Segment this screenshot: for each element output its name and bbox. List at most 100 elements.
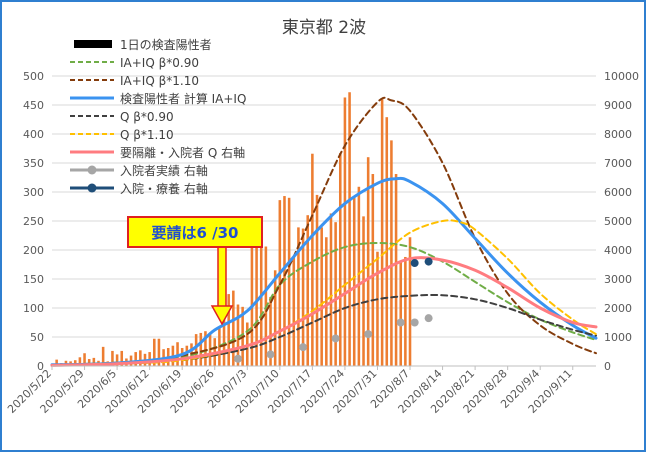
series-point: [424, 314, 433, 323]
series-point: [410, 259, 419, 268]
bar: [380, 98, 384, 366]
series-point: [424, 257, 433, 266]
series-point: [364, 330, 373, 339]
series-line: [51, 241, 597, 366]
y-left-tick-label: 500: [23, 70, 44, 83]
bar: [404, 256, 407, 366]
bar: [366, 157, 370, 366]
bar: [371, 174, 375, 366]
legend-label: Q β*0.90: [120, 110, 174, 124]
legend-label: 入院者実績 右軸: [120, 163, 208, 178]
bar: [329, 213, 333, 366]
annotation-callout: 要請は6 /30: [127, 216, 263, 248]
y-left-tick-label: 400: [23, 128, 44, 141]
legend-label: IA+IQ β*0.90: [120, 56, 199, 70]
y-right-tick-label: 5000: [604, 215, 632, 228]
y-left-tick-label: 100: [23, 302, 44, 315]
legend-item: IA+IQ β*1.10: [70, 74, 199, 88]
legend: 1日の検査陽性者 IA+IQ β*0.90 IA+IQ β*1.10 検査陽性者 計算…: [70, 38, 246, 196]
y-left-tick-label: 300: [23, 186, 44, 199]
bar: [408, 237, 412, 366]
y-right-tick-label: 3000: [604, 273, 632, 286]
bar: [320, 227, 323, 366]
legend-label: 入院・療養 右軸: [120, 181, 208, 196]
legend-label: Q β*1.10: [120, 128, 174, 142]
legend-marker: [87, 183, 97, 193]
bar: [92, 357, 96, 366]
series-point: [396, 318, 405, 327]
legend-swatch: [74, 40, 112, 48]
legend-label: 検査陽性者 計算 IA+IQ: [120, 91, 246, 106]
line-series: [50, 96, 598, 367]
y-left-tick-label: 150: [23, 273, 44, 286]
bar: [394, 174, 398, 366]
series-point: [331, 334, 340, 343]
bar: [157, 338, 161, 366]
bar: [194, 334, 198, 366]
legend-label: IA+IQ β*1.10: [120, 74, 199, 88]
y-right-tick-label: 2000: [604, 302, 632, 315]
legend-item: IA+IQ β*0.90: [70, 56, 199, 70]
legend-marker: [87, 165, 97, 175]
bar: [297, 227, 300, 366]
bar: [218, 327, 221, 366]
bar: [301, 228, 305, 366]
bar: [111, 350, 114, 366]
bar: [250, 236, 254, 366]
y-right-tick-label: 0: [604, 360, 611, 373]
y-right-tick-label: 10000: [604, 70, 639, 83]
bar: [204, 331, 207, 366]
legend-label: 1日の検査陽性者: [120, 38, 212, 52]
bar: [399, 261, 402, 366]
series-point: [410, 318, 419, 327]
bar: [101, 346, 105, 366]
series-line: [50, 256, 598, 367]
legend-item: 要隔離・入院者 Q 右軸: [70, 145, 245, 160]
y-left-tick-label: 350: [23, 157, 44, 170]
bar: [222, 303, 226, 366]
legend-item: 1日の検査陽性者: [74, 38, 212, 52]
y-right-tick-label: 7000: [604, 157, 632, 170]
chart-title: 東京都 2波: [282, 18, 366, 38]
bar: [357, 186, 361, 366]
y-left-tick-label: 50: [30, 331, 44, 344]
bar: [306, 215, 310, 366]
bar: [78, 357, 82, 366]
bar: [55, 359, 58, 366]
bar: [292, 256, 296, 366]
bar: [176, 342, 179, 366]
bar: [236, 304, 240, 366]
legend-item: Q β*1.10: [70, 128, 174, 142]
series-point: [266, 350, 275, 359]
y-right-tick-label: 6000: [604, 186, 632, 199]
bar: [139, 350, 142, 366]
bar: [362, 216, 365, 366]
bar: [390, 140, 393, 366]
bar: [385, 117, 389, 367]
bar: [348, 92, 351, 367]
y-right-tick-label: 9000: [604, 99, 632, 112]
bar: [315, 194, 319, 366]
y-right-tick-label: 8000: [604, 128, 632, 141]
legend-item: 検査陽性者 計算 IA+IQ: [70, 91, 246, 106]
y-left-tick-label: 450: [23, 99, 44, 112]
y-right-tick-label: 1000: [604, 331, 632, 344]
bar: [83, 353, 86, 366]
series-point: [233, 354, 242, 363]
legend-item: 入院者実績 右軸: [70, 163, 208, 178]
bar: [153, 338, 156, 366]
series-line: [51, 96, 597, 366]
bar: [338, 153, 342, 366]
bar: [343, 97, 347, 367]
annotation-arrow: [210, 245, 234, 326]
bar: [115, 354, 119, 366]
bar: [376, 251, 379, 366]
bar: [120, 350, 124, 366]
y-left-tick-label: 250: [23, 215, 44, 228]
bar: [227, 294, 230, 366]
legend-item: Q β*0.90: [70, 110, 174, 124]
bar: [208, 334, 212, 366]
legend-item: 入院・療養 右軸: [70, 181, 208, 196]
